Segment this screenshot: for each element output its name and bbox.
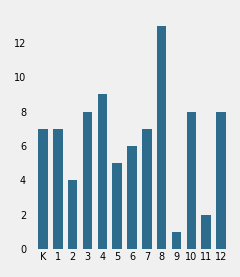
Bar	[83, 112, 92, 249]
Bar	[97, 94, 107, 249]
Bar	[157, 25, 167, 249]
Bar	[216, 112, 226, 249]
Bar	[172, 232, 181, 249]
Bar	[53, 129, 63, 249]
Bar	[186, 112, 196, 249]
Bar	[127, 146, 137, 249]
Bar	[68, 180, 78, 249]
Bar	[142, 129, 152, 249]
Bar	[201, 215, 211, 249]
Bar	[38, 129, 48, 249]
Bar	[112, 163, 122, 249]
